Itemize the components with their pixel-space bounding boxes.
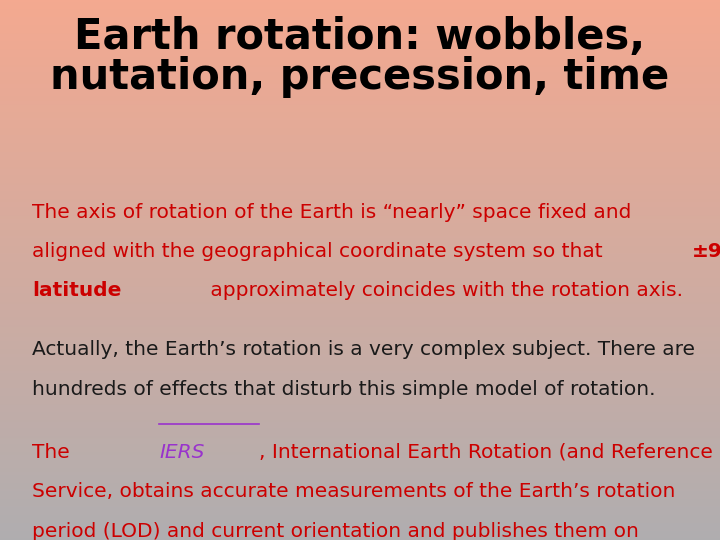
Text: latitude: latitude — [32, 281, 122, 300]
Text: IERS: IERS — [159, 443, 204, 462]
Text: hundreds of effects that disturb this simple model of rotation.: hundreds of effects that disturb this si… — [32, 380, 656, 399]
Text: period (LOD) and current orientation and publishes them on: period (LOD) and current orientation and… — [32, 522, 639, 540]
Text: nutation, precession, time: nutation, precession, time — [50, 56, 670, 98]
Text: Actually, the Earth’s rotation is a very complex subject. There are: Actually, the Earth’s rotation is a very… — [32, 341, 696, 360]
Text: approximately coincides with the rotation axis.: approximately coincides with the rotatio… — [204, 281, 683, 300]
Text: ±90°: ±90° — [692, 242, 720, 261]
Text: The axis of rotation of the Earth is “nearly” space fixed and: The axis of rotation of the Earth is “ne… — [32, 202, 631, 221]
Text: Service, obtains accurate measurements of the Earth’s rotation: Service, obtains accurate measurements o… — [32, 482, 676, 501]
Text: Earth rotation: wobbles,: Earth rotation: wobbles, — [74, 16, 646, 58]
Text: The: The — [32, 443, 76, 462]
Text: , International Earth Rotation (and Reference Systems): , International Earth Rotation (and Refe… — [258, 443, 720, 462]
Text: aligned with the geographical coordinate system so that: aligned with the geographical coordinate… — [32, 242, 609, 261]
